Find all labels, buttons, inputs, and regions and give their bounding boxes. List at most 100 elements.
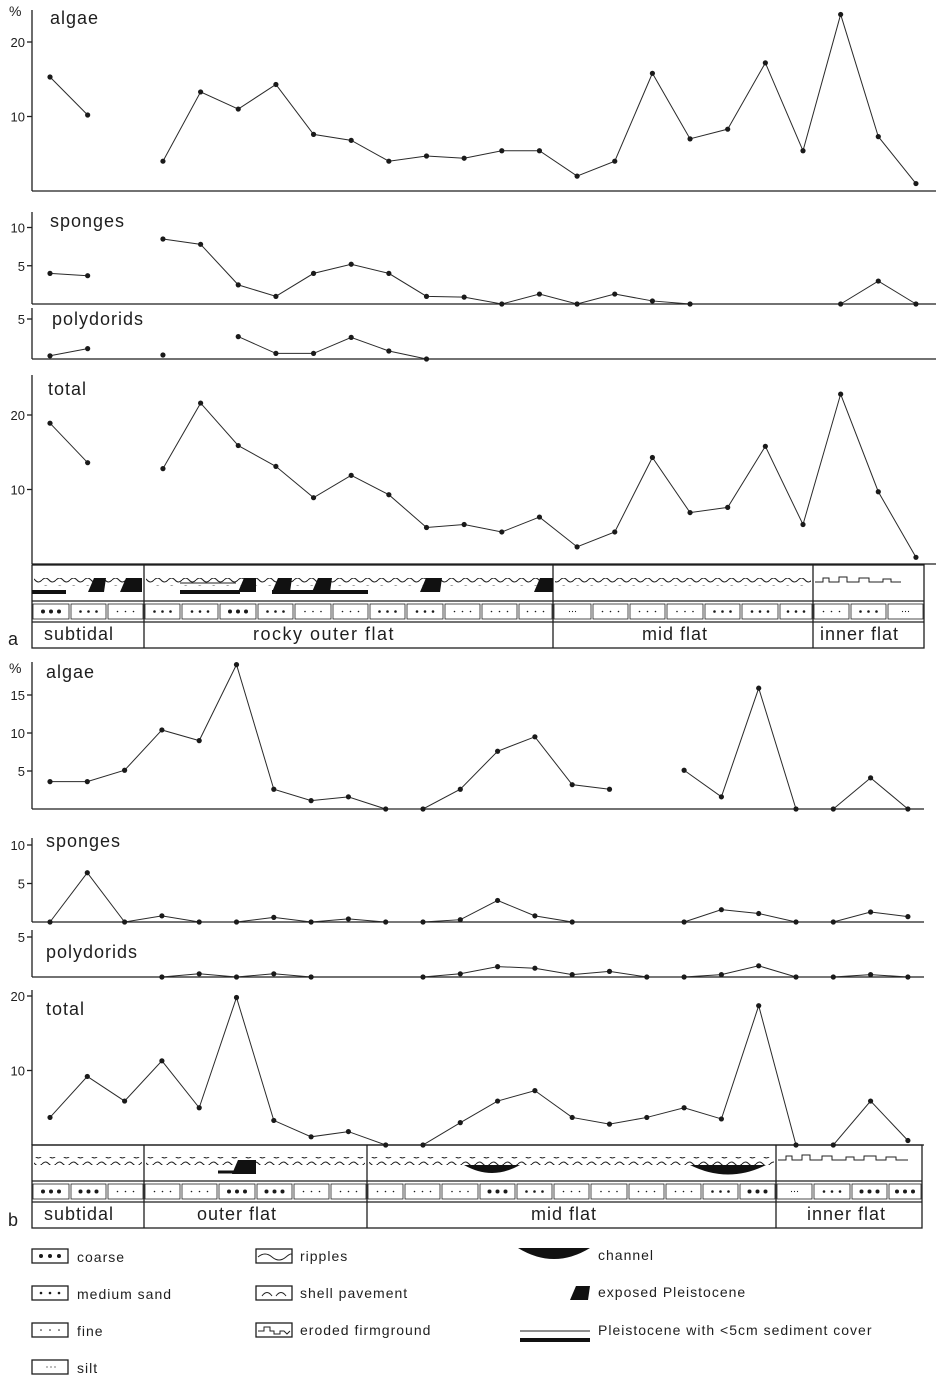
- data-point: [423, 524, 430, 531]
- data-point: [348, 472, 354, 478]
- data-point: [536, 148, 543, 154]
- data-point: [756, 910, 762, 917]
- sediment-dot: [421, 1190, 424, 1193]
- sediment-dot: [161, 610, 164, 613]
- legend-label: shell pavement: [300, 1285, 408, 1301]
- data-point: [495, 1098, 501, 1104]
- data-point: [800, 521, 806, 528]
- data-point: [457, 786, 463, 792]
- sediment-dot: [206, 1190, 209, 1193]
- sediment-dot: [571, 610, 574, 613]
- panel-total: 10 20 total: [11, 375, 936, 565]
- sediment-dot: [41, 609, 45, 614]
- data-point: [612, 158, 618, 164]
- section-strip-frame: [31, 1144, 923, 1229]
- sediment-dot: [911, 1189, 915, 1194]
- data-point: [457, 971, 463, 977]
- data-point: [718, 794, 725, 800]
- sediment-dot: [243, 1189, 247, 1194]
- data-point: [681, 767, 687, 773]
- sediment-dot: [498, 610, 501, 613]
- data-point: [569, 1114, 575, 1121]
- data-point: [420, 974, 426, 980]
- sediment-dot: [859, 610, 862, 613]
- sediment-dot: [116, 610, 119, 613]
- y-tick-label: 10: [11, 483, 25, 498]
- data-point: [574, 544, 580, 550]
- data-point: [574, 173, 580, 179]
- sediment-dot: [802, 610, 806, 613]
- data-point: [386, 158, 392, 164]
- sediment-dot: [169, 1190, 172, 1193]
- sediment-dot: [266, 610, 269, 613]
- data-point: [830, 919, 836, 925]
- data-point: [47, 420, 53, 426]
- data-point: [308, 1134, 314, 1140]
- sediment-dot: [386, 610, 389, 613]
- sediment-dot: [357, 610, 360, 613]
- sediment-dot: [341, 610, 344, 613]
- figure-b-panels: % 5 10 15 algae 5 10 sponges 5 polydorids 10 20 tota…: [9, 660, 924, 1148]
- sediment-dot: [541, 1190, 544, 1193]
- sediment-cell: [406, 603, 444, 620]
- sediment-dot: [378, 610, 381, 613]
- sediment-cell: [144, 1183, 181, 1200]
- panel-title: algae: [46, 662, 95, 682]
- sediment-cell: [181, 603, 219, 620]
- ripples-symbol: [146, 578, 551, 586]
- series-line: [422, 965, 908, 978]
- legend-item-eroded-firmground: eroded firmground: [255, 1322, 430, 1338]
- zone-label: subtidal: [44, 1204, 114, 1224]
- sediment-dot: [729, 610, 732, 613]
- y-tick-label: 5: [18, 877, 25, 892]
- legend-label: exposed Pleistocene: [598, 1284, 746, 1300]
- sediment-dot: [264, 1189, 269, 1194]
- data-point: [85, 460, 91, 466]
- sediment-dot: [95, 610, 98, 613]
- data-point: [273, 293, 279, 299]
- exposed-pleistocene-block: [534, 578, 553, 592]
- sediment-dot: [758, 610, 762, 613]
- sediment-cell: [32, 1183, 70, 1200]
- legend-label: channel: [598, 1247, 654, 1263]
- sediment-dot: [750, 610, 754, 613]
- sediment-dot: [525, 1190, 528, 1193]
- data-point: [838, 301, 844, 307]
- exposed-pleistocene-block: [232, 1160, 256, 1174]
- coarse-dot: [48, 1254, 52, 1258]
- sediment-cell: [367, 1183, 404, 1200]
- y-tick-label: 15: [11, 688, 25, 703]
- sediment-dot: [49, 1189, 53, 1194]
- sediment-dot: [429, 1190, 432, 1193]
- y-tick-label: 5: [18, 259, 25, 274]
- zone-label: rocky outer flat: [253, 624, 395, 644]
- panel-algae: 5 10 15 algae: [11, 662, 924, 812]
- sediment-dot: [461, 610, 464, 613]
- sediment-cell: [369, 603, 406, 620]
- sediment-dot: [384, 1190, 387, 1193]
- sediment-dot: [600, 1190, 602, 1193]
- sediment-dot: [310, 1190, 313, 1193]
- data-point: [644, 1114, 650, 1121]
- sediment-dot: [570, 1190, 573, 1193]
- sediment-dot: [822, 610, 825, 613]
- panel-title: sponges: [46, 831, 121, 851]
- sediment-cell: [444, 603, 481, 620]
- sediment-dot: [719, 1190, 722, 1193]
- data-point: [875, 489, 881, 495]
- sediment-dot: [578, 1190, 581, 1193]
- sediment-dot: [903, 1189, 907, 1194]
- panel-sponges: 5 10 sponges: [11, 211, 936, 307]
- medium-dot: [57, 1291, 61, 1295]
- sediment-dot: [646, 610, 649, 613]
- sediment-cell: [481, 603, 518, 620]
- sediment-dot: [609, 610, 612, 613]
- data-point: [159, 913, 165, 919]
- data-point: [687, 136, 693, 142]
- sediment-cell: [441, 1183, 479, 1200]
- sediment-dot: [190, 610, 194, 613]
- sediment-cell: [218, 1183, 256, 1200]
- legend-label: ripples: [300, 1248, 348, 1264]
- data-point: [905, 974, 911, 980]
- data-point: [495, 897, 501, 904]
